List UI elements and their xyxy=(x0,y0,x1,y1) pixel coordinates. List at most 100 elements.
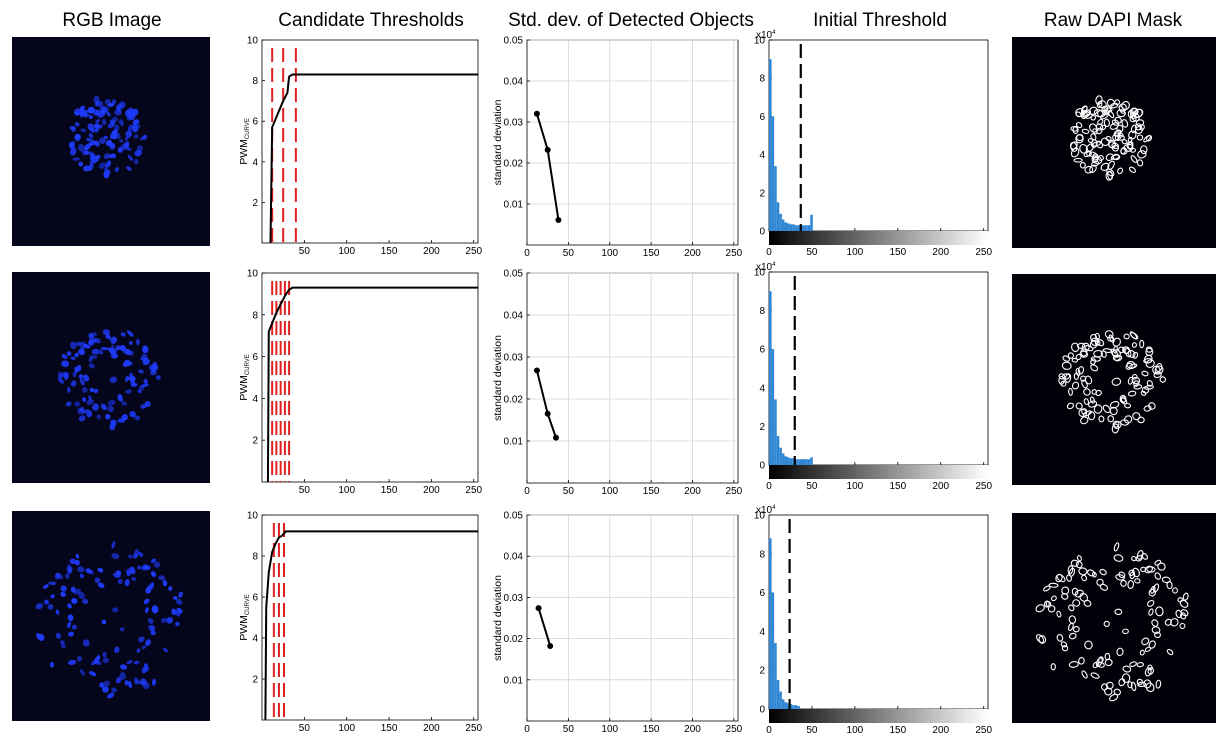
mask-outline xyxy=(1105,681,1114,690)
mask-outline-cluster-1 xyxy=(1069,95,1153,181)
mask-outline xyxy=(1141,552,1148,560)
histogram-bar xyxy=(787,457,790,465)
nucleus xyxy=(87,106,95,114)
mask-outline xyxy=(1103,620,1110,627)
std-dev-point xyxy=(544,146,551,153)
mask-outline xyxy=(1113,688,1122,696)
x-tick-label: 150 xyxy=(889,481,906,492)
mask-outline xyxy=(1056,574,1066,583)
header-std-dev: Std. dev. of Detected Objects xyxy=(508,10,754,31)
mask-outline xyxy=(1078,657,1085,665)
mask-outline xyxy=(1060,380,1067,387)
mask-outline xyxy=(1145,347,1154,357)
mask-outline xyxy=(1140,145,1148,155)
nucleus xyxy=(93,331,97,337)
nucleus xyxy=(88,339,95,346)
mask-outline xyxy=(1134,578,1141,584)
nucleus xyxy=(42,584,49,589)
mask-outline-cluster-3 xyxy=(1035,542,1189,702)
nucleus xyxy=(143,598,150,605)
histogram-bar xyxy=(794,705,798,709)
y-tick-label: 6 xyxy=(252,593,258,604)
nucleus xyxy=(155,375,161,380)
mask-outline xyxy=(1104,652,1111,661)
nucleus xyxy=(68,141,75,150)
nucleus xyxy=(98,112,106,118)
mask-outline xyxy=(1071,357,1079,363)
mask-outline xyxy=(1070,126,1079,132)
mask-outline xyxy=(1107,110,1115,119)
mask-outline xyxy=(1096,578,1104,586)
y-tick-label: 10 xyxy=(754,36,766,47)
mask-outline xyxy=(1113,542,1120,552)
mask-outline xyxy=(1058,375,1065,385)
y-tick-label: 0.04 xyxy=(504,552,524,563)
candidate-thresholds-chart-row-1: 50 100 150 200 250 2 4 6 8 10 PWMCURVE xyxy=(238,36,483,258)
histogram-bar xyxy=(784,702,788,709)
nucleus xyxy=(67,566,73,574)
mask-outline xyxy=(1120,147,1128,155)
mask-outline xyxy=(1076,133,1084,142)
histogram-bar xyxy=(789,458,793,465)
mask-outline xyxy=(1079,161,1086,169)
y-multiplier-exponent: 4 xyxy=(772,262,776,268)
y-tick-label: 6 xyxy=(252,352,258,363)
x-tick-label: 200 xyxy=(684,724,701,735)
nucleus xyxy=(145,639,151,646)
mask-outline xyxy=(1114,99,1121,106)
nucleus xyxy=(94,577,101,584)
y-tick-label: 0.03 xyxy=(504,353,524,364)
mask-outline xyxy=(1132,351,1139,359)
nucleus xyxy=(81,387,88,393)
nucleus xyxy=(74,133,81,140)
mask-outline xyxy=(1147,667,1154,675)
nucleus xyxy=(114,167,120,173)
mask-outline xyxy=(1114,608,1123,616)
mask-outline xyxy=(1104,687,1113,696)
histogram-bar xyxy=(779,447,782,465)
nucleus xyxy=(162,647,168,653)
mask-outline xyxy=(1136,678,1143,686)
histogram-bar xyxy=(779,213,782,231)
nucleus xyxy=(88,332,94,339)
nucleus xyxy=(119,672,127,680)
mask-outline xyxy=(1136,159,1144,167)
mask-outline xyxy=(1139,649,1145,656)
histogram-bar xyxy=(774,166,777,231)
x-tick-label: 50 xyxy=(563,724,575,735)
x-tick-label: 250 xyxy=(465,246,482,257)
histogram-bar xyxy=(771,116,775,231)
y-tick-label: 6 xyxy=(252,117,258,128)
nucleus xyxy=(100,403,108,411)
mask-outline xyxy=(1136,134,1144,141)
nucleus xyxy=(89,671,97,677)
mask-outline xyxy=(1062,355,1070,362)
x-tick-label: 50 xyxy=(299,485,311,496)
mask-outline xyxy=(1145,682,1155,693)
x-tick-label: 150 xyxy=(381,723,398,734)
nucleus xyxy=(76,655,82,662)
mask-outline xyxy=(1083,398,1090,405)
nucleus xyxy=(106,333,112,340)
mask-outline xyxy=(1120,396,1127,403)
mask-outline xyxy=(1084,165,1094,174)
nucleus xyxy=(140,678,147,686)
nucleus xyxy=(97,567,104,573)
nucleus xyxy=(150,630,156,636)
nucleus xyxy=(94,337,101,344)
header-raw-dapi-mask: Raw DAPI Mask xyxy=(1044,10,1183,31)
nucleus xyxy=(143,378,149,384)
nucleus xyxy=(82,397,87,403)
x-tick-label: 50 xyxy=(299,723,311,734)
mask-outline xyxy=(1143,134,1152,143)
header-rgb-image: RGB Image xyxy=(62,10,161,31)
nucleus xyxy=(133,134,139,139)
nucleus xyxy=(125,130,133,138)
mask-outline xyxy=(1067,352,1074,359)
mask-outline xyxy=(1100,162,1110,172)
mask-outline xyxy=(1127,141,1134,150)
mask-outline xyxy=(1128,130,1137,140)
mask-outline xyxy=(1081,379,1088,389)
x-tick-label: 100 xyxy=(338,723,355,734)
nucleus xyxy=(114,132,120,136)
